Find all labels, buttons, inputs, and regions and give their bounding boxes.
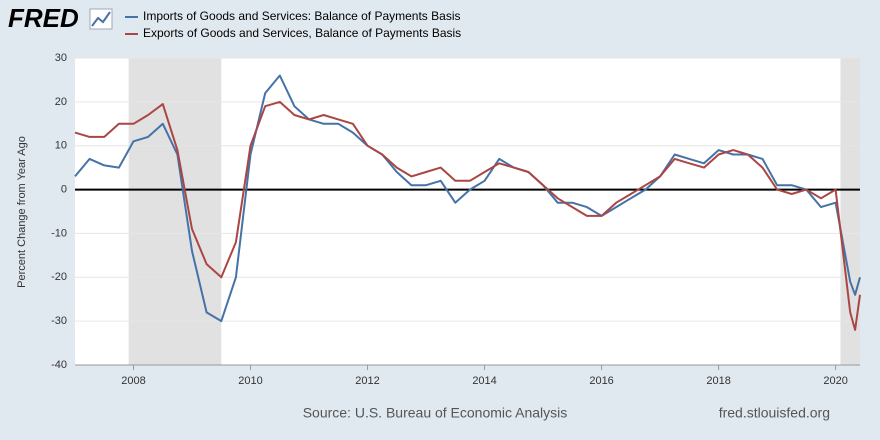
y-tick-label: -10 xyxy=(51,227,67,239)
x-tick-label: 2014 xyxy=(472,375,496,387)
y-tick-label: -40 xyxy=(51,359,67,371)
y-tick-label: -30 xyxy=(51,315,67,327)
x-tick-label: 2018 xyxy=(706,375,730,387)
x-tick-label: 2008 xyxy=(121,375,145,387)
y-tick-label: 10 xyxy=(55,140,67,152)
site: fred.stlouisfed.org xyxy=(719,405,830,421)
logo-line xyxy=(91,11,111,27)
legend-label: Exports of Goods and Services, Balance o… xyxy=(143,26,461,40)
recession-shade xyxy=(840,58,860,365)
legend-label: Imports of Goods and Services: Balance o… xyxy=(143,9,460,23)
y-axis-label: Percent Change from Year Ago xyxy=(16,136,28,288)
x-tick-label: 2016 xyxy=(589,375,613,387)
x-tick-label: 2010 xyxy=(238,375,262,387)
series-line xyxy=(74,100,861,331)
logo: FRED xyxy=(8,3,79,33)
x-tick-label: 2020 xyxy=(823,375,847,387)
y-tick-label: 0 xyxy=(61,183,67,195)
source: Source: U.S. Bureau of Economic Analysis xyxy=(303,405,568,421)
logo-icon xyxy=(89,8,113,30)
y-tick-label: -20 xyxy=(51,271,67,283)
y-tick-label: 20 xyxy=(55,96,67,108)
x-tick-label: 2012 xyxy=(355,375,379,387)
y-tick-label: 30 xyxy=(55,52,67,64)
recession-shade xyxy=(128,58,222,365)
logo-box xyxy=(89,8,113,30)
